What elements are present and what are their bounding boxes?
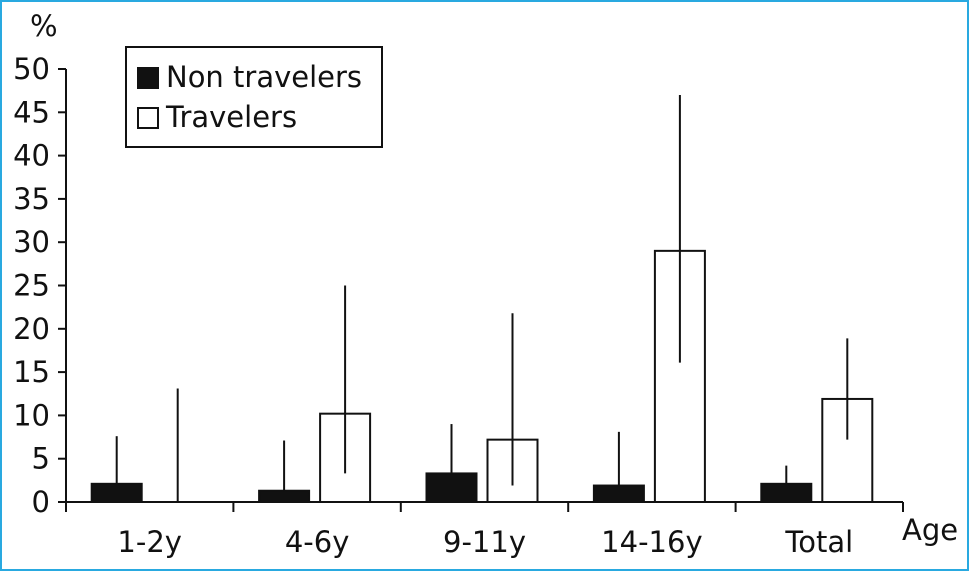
legend-label-non-travelers: Non travelers: [166, 60, 362, 94]
y-tick-label: 15: [13, 355, 50, 389]
x-tick-label: 14-16y: [601, 525, 702, 559]
legend-label-travelers: Travelers: [165, 100, 297, 134]
legend-swatch-travelers: [137, 107, 159, 129]
bar-non-travelers-0: [90, 482, 143, 503]
x-tick-label: 1-2y: [117, 525, 182, 559]
bar-non-travelers-3: [592, 484, 645, 503]
y-tick-label: 35: [13, 182, 50, 216]
y-tick-label: 45: [13, 95, 50, 129]
y-tick-label: 30: [13, 225, 50, 259]
y-tick-label: 5: [32, 442, 50, 476]
y-tick-label: 50: [13, 52, 50, 86]
y-tick-label: 25: [13, 269, 50, 303]
y-tick-label: 40: [13, 139, 50, 173]
x-axis-label: Age: [902, 513, 958, 547]
y-tick-label: 0: [32, 485, 50, 519]
bar-non-travelers-1: [258, 489, 311, 504]
x-tick-label: Total: [784, 525, 853, 559]
bar-non-travelers-2: [425, 472, 478, 503]
y-tick-label: 10: [13, 398, 50, 432]
legend-swatch-non-travelers: [137, 67, 159, 89]
x-tick-label: 4-6y: [285, 525, 350, 559]
y-axis-label: %: [30, 9, 58, 43]
y-tick-label: 20: [13, 312, 50, 346]
x-tick-label: 9-11y: [443, 525, 526, 559]
bar-non-travelers-4: [760, 482, 813, 503]
legend-box: [125, 46, 383, 148]
